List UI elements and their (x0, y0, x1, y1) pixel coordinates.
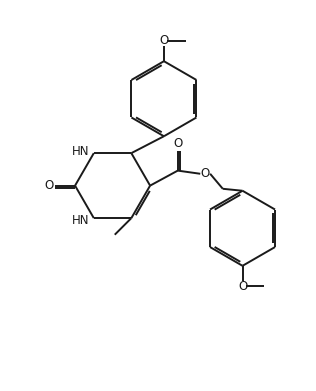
Text: O: O (200, 167, 210, 180)
Text: O: O (238, 280, 247, 293)
Text: O: O (173, 137, 182, 150)
Text: O: O (159, 34, 168, 47)
Text: HN: HN (71, 213, 89, 227)
Text: O: O (44, 179, 53, 192)
Text: HN: HN (71, 145, 89, 158)
